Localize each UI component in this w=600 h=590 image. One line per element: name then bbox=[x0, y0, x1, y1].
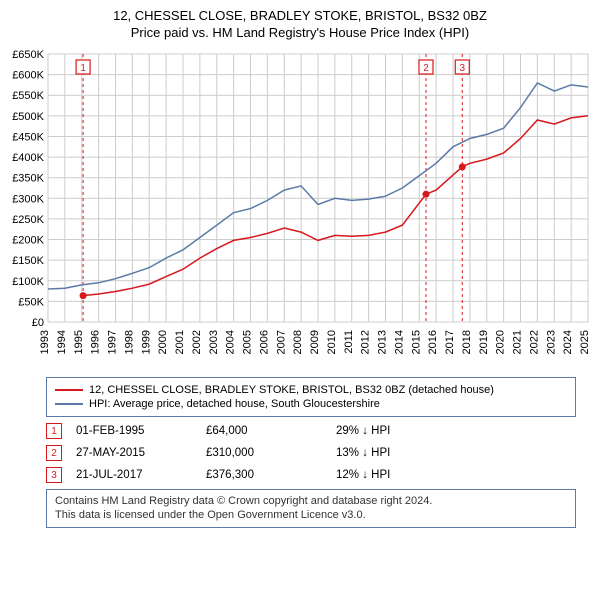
svg-text:£350K: £350K bbox=[12, 173, 44, 185]
chart-header: 12, CHESSEL CLOSE, BRADLEY STOKE, BRISTO… bbox=[0, 0, 600, 40]
legend-swatch bbox=[55, 403, 83, 405]
svg-text:£200K: £200K bbox=[12, 235, 44, 247]
event-price: £310,000 bbox=[206, 447, 336, 459]
svg-text:1: 1 bbox=[80, 63, 86, 74]
footer-line-1: Contains HM Land Registry data © Crown c… bbox=[55, 494, 567, 508]
legend-swatch bbox=[55, 389, 83, 391]
svg-text:£400K: £400K bbox=[12, 152, 44, 164]
event-date: 21-JUL-2017 bbox=[76, 469, 206, 481]
event-table: 1 01-FEB-1995£64,00029% ↓ HPI 2 27-MAY-2015… bbox=[46, 423, 576, 483]
chart-plot-area: £0£50K£100K£150K£200K£250K£300K£350K£400… bbox=[48, 48, 588, 371]
svg-text:2010: 2010 bbox=[326, 330, 338, 354]
svg-text:2019: 2019 bbox=[478, 330, 490, 354]
svg-text:1997: 1997 bbox=[107, 330, 119, 354]
svg-text:£650K: £650K bbox=[12, 49, 44, 61]
svg-text:£50K: £50K bbox=[18, 296, 44, 308]
event-date: 27-MAY-2015 bbox=[76, 447, 206, 459]
svg-text:2: 2 bbox=[423, 63, 429, 74]
event-marker-box: 2 bbox=[46, 445, 62, 461]
event-marker-box: 3 bbox=[46, 467, 62, 483]
svg-text:2020: 2020 bbox=[495, 330, 507, 354]
svg-text:2021: 2021 bbox=[512, 330, 524, 354]
svg-text:1995: 1995 bbox=[73, 330, 85, 354]
svg-text:2015: 2015 bbox=[410, 330, 422, 354]
event-row: 3 21-JUL-2017£376,30012% ↓ HPI bbox=[46, 467, 576, 483]
svg-text:2017: 2017 bbox=[444, 330, 456, 354]
event-price: £376,300 bbox=[206, 469, 336, 481]
legend-label: 12, CHESSEL CLOSE, BRADLEY STOKE, BRISTO… bbox=[89, 384, 494, 396]
event-delta: 12% ↓ HPI bbox=[336, 469, 390, 481]
svg-text:2001: 2001 bbox=[174, 330, 186, 354]
svg-text:£0: £0 bbox=[32, 317, 44, 329]
svg-text:£450K: £450K bbox=[12, 131, 44, 143]
legend-item: HPI: Average price, detached house, Sout… bbox=[55, 398, 567, 410]
event-date: 01-FEB-1995 bbox=[76, 425, 206, 437]
svg-text:2002: 2002 bbox=[191, 330, 203, 354]
event-price: £64,000 bbox=[206, 425, 336, 437]
event-delta: 29% ↓ HPI bbox=[336, 425, 390, 437]
svg-text:2023: 2023 bbox=[545, 330, 557, 354]
legend-label: HPI: Average price, detached house, Sout… bbox=[89, 398, 380, 410]
svg-text:2018: 2018 bbox=[461, 330, 473, 354]
svg-text:1998: 1998 bbox=[123, 330, 135, 354]
svg-text:2007: 2007 bbox=[275, 330, 287, 354]
svg-text:£500K: £500K bbox=[12, 111, 44, 123]
svg-text:1999: 1999 bbox=[140, 330, 152, 354]
svg-text:2008: 2008 bbox=[292, 330, 304, 354]
svg-text:2009: 2009 bbox=[309, 330, 321, 354]
svg-text:2004: 2004 bbox=[225, 330, 237, 354]
chart-subtitle: Price paid vs. HM Land Registry's House … bbox=[0, 25, 600, 40]
svg-text:2022: 2022 bbox=[528, 330, 540, 354]
svg-text:2000: 2000 bbox=[157, 330, 169, 354]
event-marker-box: 1 bbox=[46, 423, 62, 439]
event-row: 2 27-MAY-2015£310,00013% ↓ HPI bbox=[46, 445, 576, 461]
chart-title: 12, CHESSEL CLOSE, BRADLEY STOKE, BRISTO… bbox=[0, 8, 600, 23]
svg-text:2006: 2006 bbox=[258, 330, 270, 354]
svg-text:£250K: £250K bbox=[12, 214, 44, 226]
svg-text:£600K: £600K bbox=[12, 70, 44, 82]
svg-text:£100K: £100K bbox=[12, 276, 44, 288]
svg-text:2005: 2005 bbox=[242, 330, 254, 354]
svg-text:2025: 2025 bbox=[579, 330, 591, 354]
svg-text:2014: 2014 bbox=[393, 330, 405, 354]
svg-text:2003: 2003 bbox=[208, 330, 220, 354]
line-chart-svg: £0£50K£100K£150K£200K£250K£300K£350K£400… bbox=[48, 48, 588, 368]
svg-text:£550K: £550K bbox=[12, 90, 44, 102]
footer-line-2: This data is licensed under the Open Gov… bbox=[55, 508, 567, 522]
chart-container: 12, CHESSEL CLOSE, BRADLEY STOKE, BRISTO… bbox=[0, 0, 600, 590]
svg-text:3: 3 bbox=[460, 63, 466, 74]
svg-text:£150K: £150K bbox=[12, 255, 44, 267]
svg-text:2024: 2024 bbox=[562, 330, 574, 354]
svg-text:2013: 2013 bbox=[377, 330, 389, 354]
event-delta: 13% ↓ HPI bbox=[336, 447, 390, 459]
svg-text:1996: 1996 bbox=[90, 330, 102, 354]
attribution-footer: Contains HM Land Registry data © Crown c… bbox=[46, 489, 576, 528]
svg-text:2011: 2011 bbox=[343, 330, 355, 354]
svg-text:2012: 2012 bbox=[360, 330, 372, 354]
event-row: 1 01-FEB-1995£64,00029% ↓ HPI bbox=[46, 423, 576, 439]
chart-legend: 12, CHESSEL CLOSE, BRADLEY STOKE, BRISTO… bbox=[46, 377, 576, 417]
svg-text:1994: 1994 bbox=[56, 330, 68, 354]
legend-item: 12, CHESSEL CLOSE, BRADLEY STOKE, BRISTO… bbox=[55, 384, 567, 396]
svg-text:1993: 1993 bbox=[39, 330, 51, 354]
svg-text:£300K: £300K bbox=[12, 193, 44, 205]
svg-text:2016: 2016 bbox=[427, 330, 439, 354]
